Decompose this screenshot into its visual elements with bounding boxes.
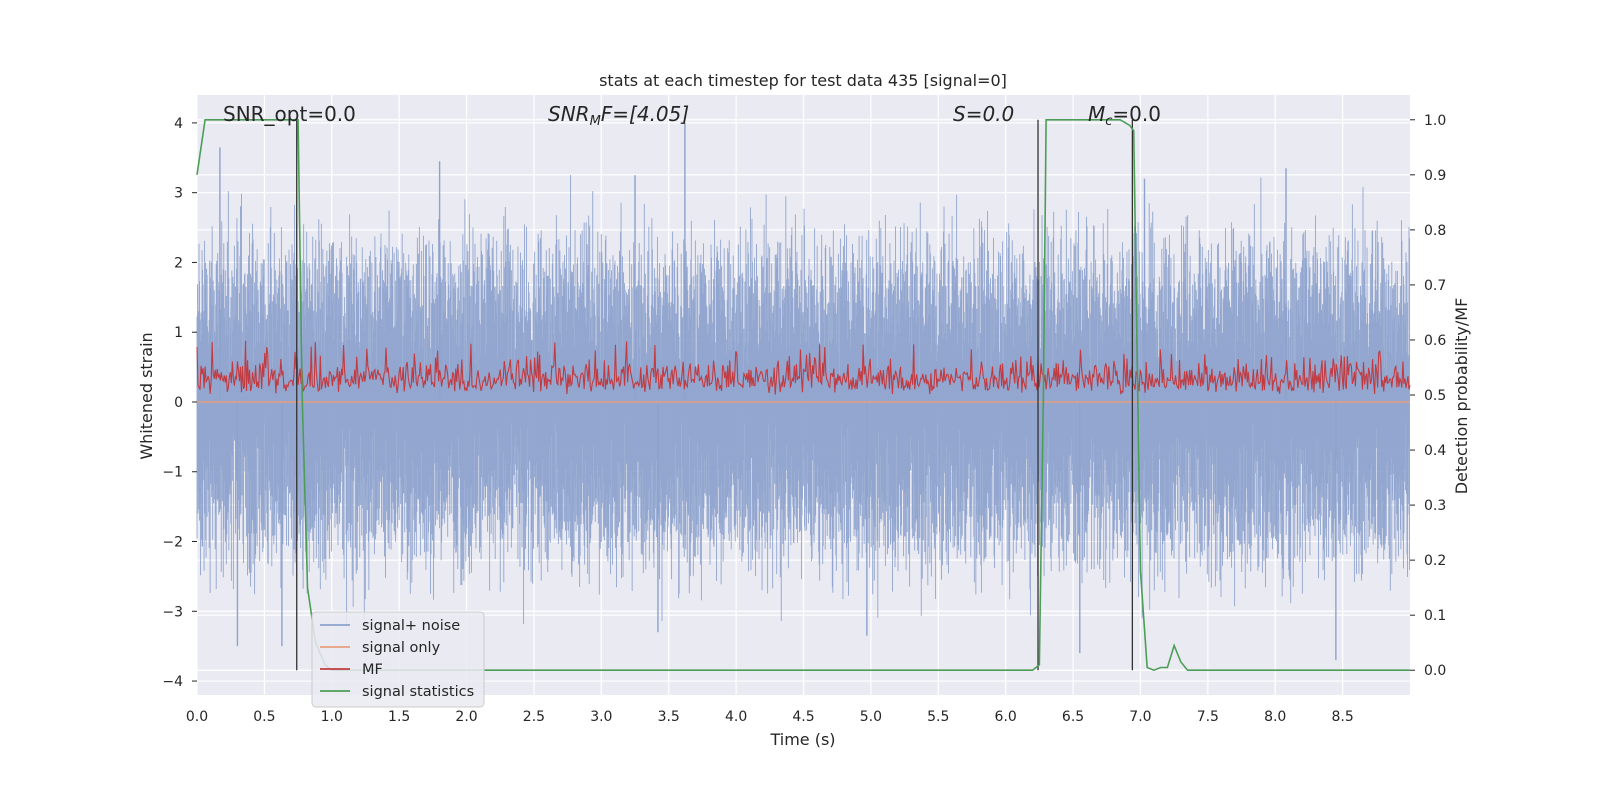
y2-axis-label: Detection probability/MF [1452, 298, 1471, 495]
legend-label: signal statistics [362, 684, 474, 700]
y-tick-label: 4 [174, 116, 183, 132]
series-signal-noise [196, 175, 1410, 625]
annotation-mc-sub: c [1105, 114, 1112, 129]
legend: signal+ noise signal only MF signal statist… [311, 611, 485, 708]
y2-tick-label: 0.1 [1424, 608, 1446, 624]
annotation-mc: Mc=0.0 [1088, 102, 1161, 129]
x-tick-label: 0.0 [186, 709, 208, 725]
x-tick-label: 3.5 [658, 709, 680, 725]
y-tick-label: 2 [174, 255, 183, 271]
y2-tick-label: 0.4 [1424, 443, 1446, 459]
annotation-snr-mf-tail: F=[4.05] [601, 102, 689, 126]
x-tick-label: 3.0 [590, 709, 612, 725]
annotation-mc-tail: =0.0 [1112, 102, 1161, 126]
y-tick-label: 1 [174, 325, 183, 341]
legend-label: signal+ noise [362, 618, 460, 634]
x-tick-label: 4.5 [792, 709, 814, 725]
x-tick-label: 0.5 [253, 709, 275, 725]
legend-label: signal only [362, 640, 441, 656]
legend-label: MF [362, 662, 383, 678]
legend-box [311, 611, 485, 708]
x-tick-label: 4.0 [725, 709, 747, 725]
y2-tick-label: 0.3 [1424, 498, 1446, 514]
y2-tick-label: 0.8 [1424, 223, 1446, 239]
y-tick-label: −4 [162, 674, 183, 690]
y2-tick-label: 0.2 [1424, 553, 1446, 569]
x-axis-label: Time (s) [769, 730, 835, 749]
x-tick-label: 6.0 [995, 709, 1017, 725]
x-tick-label: 7.5 [1197, 709, 1219, 725]
y2-tick-label: 0.7 [1424, 278, 1446, 294]
chart-title: stats at each timestep for test data 435… [599, 71, 1007, 90]
x-tick-label: 7.0 [1129, 709, 1151, 725]
x-tick-label: 2.0 [455, 709, 477, 725]
y-tick-label: −1 [162, 465, 183, 481]
series-mf [196, 340, 1411, 395]
x-tick-label: 2.5 [523, 709, 545, 725]
x-tick-label: 8.5 [1331, 709, 1353, 725]
y2-tick-label: 1.0 [1424, 113, 1446, 129]
y-tick-label: −3 [162, 604, 183, 620]
x-tick-label: 1.0 [321, 709, 343, 725]
y2-tick-label: 0.9 [1424, 168, 1446, 184]
y-tick-label: −2 [162, 535, 183, 551]
x-tick-label: 5.0 [860, 709, 882, 725]
y-axis-label: Whitened strain [137, 332, 156, 459]
annotation-mc-main: M [1088, 102, 1105, 126]
x-tick-label: 5.5 [927, 709, 949, 725]
x-tick-label: 6.5 [1062, 709, 1084, 725]
y-tick-label: 3 [174, 186, 183, 202]
x-tick-label: 8.0 [1264, 709, 1286, 725]
annotation-snr-mf-sub: M [590, 114, 601, 129]
y-tick-label: 0 [174, 395, 183, 411]
y2-tick-label: 0.6 [1424, 333, 1446, 349]
x-tick-label: 1.5 [388, 709, 410, 725]
y2-tick-label: 0.0 [1424, 663, 1446, 679]
annotation-s: S=0.0 [953, 102, 1014, 126]
series-signal-statistics [196, 119, 1410, 672]
annotation-snr-mf-main: SNR [548, 102, 590, 126]
annotation-snr-mf: SNRMF=[4.05] [548, 102, 689, 129]
y2-tick-label: 0.5 [1424, 388, 1446, 404]
plot-area [196, 119, 1411, 672]
axes: 0.0 0.5 1.0 1.5 2.0 2.5 3.0 3.5 4.0 4.5 5.0 5.5 6.0 6… [162, 113, 1446, 725]
annotation-snr-opt: SNR_opt=0.0 [223, 102, 356, 126]
